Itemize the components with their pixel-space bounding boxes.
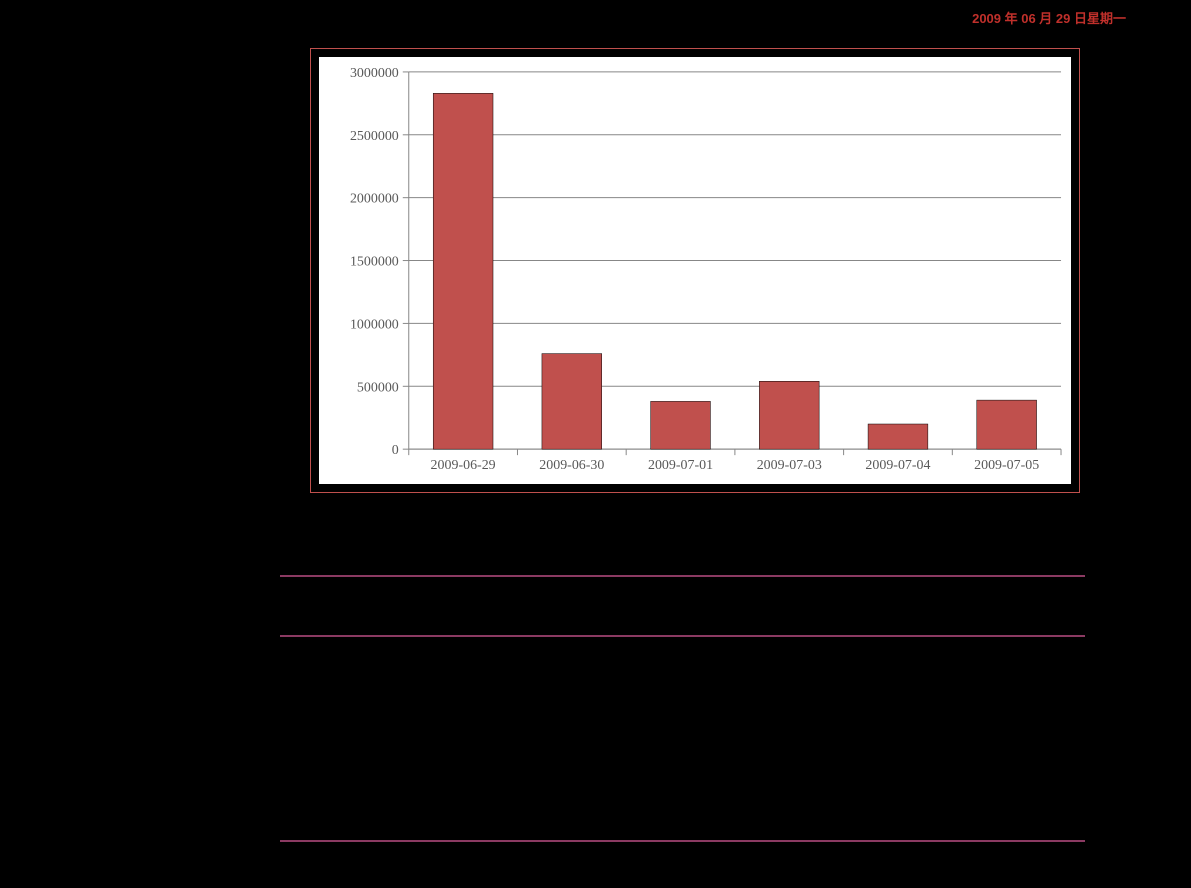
svg-text:1000000: 1000000 bbox=[350, 317, 399, 332]
divider-line bbox=[280, 575, 1085, 577]
svg-text:0: 0 bbox=[392, 443, 399, 458]
svg-text:3000000: 3000000 bbox=[350, 66, 399, 81]
svg-text:2000000: 2000000 bbox=[350, 192, 399, 207]
svg-text:2009-07-03: 2009-07-03 bbox=[757, 458, 822, 473]
svg-text:2009-06-30: 2009-06-30 bbox=[539, 458, 604, 473]
svg-text:1500000: 1500000 bbox=[350, 255, 399, 270]
bar-chart: 0 500000 1000000 1500000 2000000 2500000 30000… bbox=[319, 57, 1071, 484]
svg-text:2500000: 2500000 bbox=[350, 129, 399, 144]
chart-container: 0 500000 1000000 1500000 2000000 2500000 30000… bbox=[310, 48, 1080, 493]
svg-text:2009-06-29: 2009-06-29 bbox=[431, 458, 496, 473]
chart-plot-area: 0 500000 1000000 1500000 2000000 2500000 30000… bbox=[319, 57, 1071, 484]
svg-text:2009-07-04: 2009-07-04 bbox=[865, 458, 930, 473]
date-header: 2009 年 06 月 29 日星期一 bbox=[972, 8, 1126, 27]
svg-text:500000: 500000 bbox=[357, 380, 399, 395]
divider-line bbox=[280, 635, 1085, 637]
divider-line bbox=[280, 840, 1085, 842]
svg-text:2009-07-05: 2009-07-05 bbox=[974, 458, 1039, 473]
svg-text:2009-07-01: 2009-07-01 bbox=[648, 458, 713, 473]
